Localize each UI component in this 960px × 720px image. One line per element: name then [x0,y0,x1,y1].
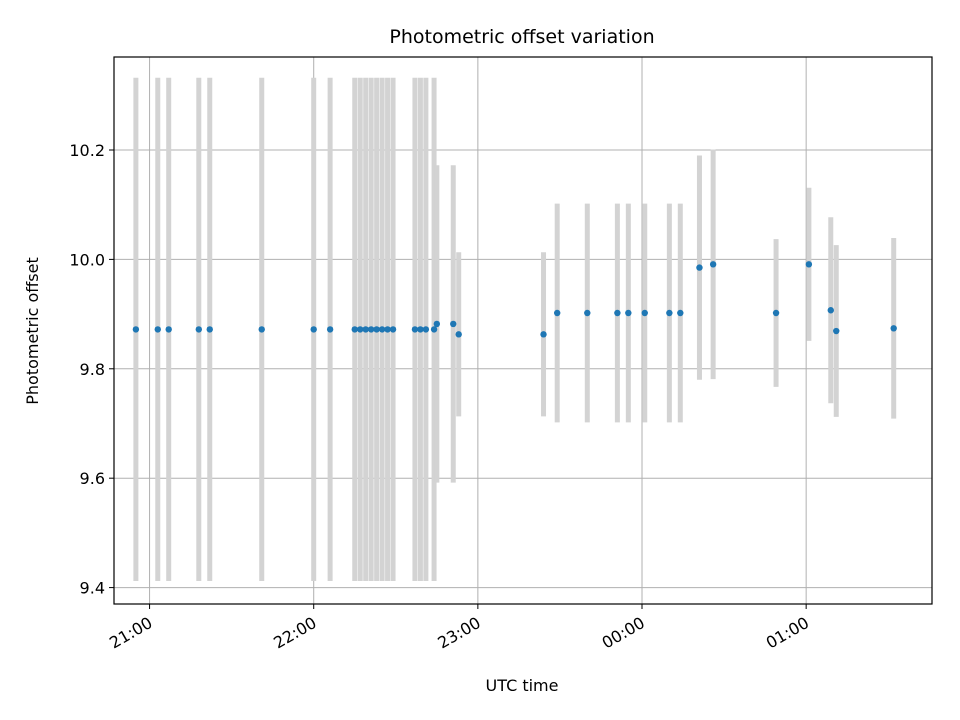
data-point [373,326,380,333]
data-point [195,326,203,333]
data-point [890,325,897,332]
data-point [433,320,441,328]
data-point [827,307,834,314]
y-tick-label: 9.8 [80,360,105,379]
data-point [258,326,265,333]
data-point [378,326,386,333]
data-point [310,326,317,333]
data-point [206,326,213,333]
data-point [584,309,591,317]
data-point [422,326,430,333]
data-point [384,326,391,333]
y-tick-label: 9.4 [80,579,105,598]
data-point [540,331,547,338]
data-point [165,326,172,333]
data-point [709,261,717,268]
chart-title: Photometric offset variation [389,26,654,48]
data-point [450,320,457,328]
data-point [351,326,358,333]
data-point [411,326,419,333]
data-point [455,331,462,338]
data-point [362,326,369,333]
y-axis-ticks: 9.4 9.6 9.8 10.0 10.2 [69,141,114,598]
data-point [625,309,632,317]
data-point [430,326,438,333]
data-point [772,309,780,317]
data-point [641,309,648,317]
data-point [154,326,161,333]
data-point [553,309,561,317]
data-point [357,326,364,333]
data-point [132,326,140,333]
y-tick-label: 10.2 [69,141,105,160]
data-point [833,327,840,335]
data-point [805,261,813,268]
data-point [389,326,397,333]
data-point [417,326,424,333]
data-points [132,261,897,338]
data-point [677,309,684,317]
data-point [614,309,621,317]
data-point [326,326,334,333]
y-tick-label: 10.0 [69,250,105,269]
data-point [696,264,703,271]
data-point [367,326,375,333]
y-tick-label: 9.6 [80,469,105,488]
data-point [666,309,673,317]
x-axis-title: UTC time [486,676,559,695]
plot-frame [113,56,933,605]
y-axis-title: Photometric offset [23,257,42,405]
